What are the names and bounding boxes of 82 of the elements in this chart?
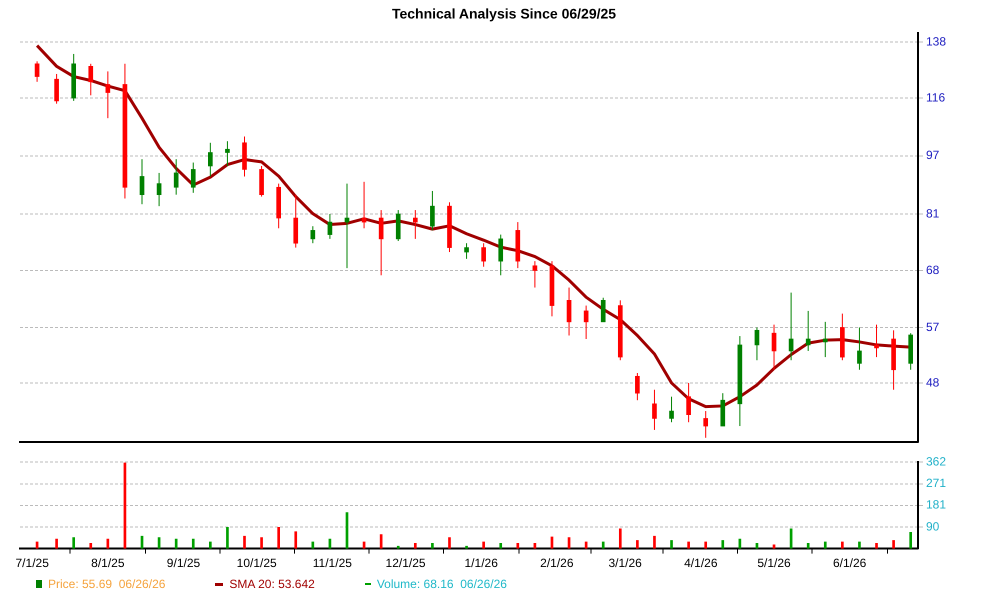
x-tick-label: 10/1/25 <box>236 556 278 570</box>
x-tick-label: 1/1/26 <box>464 556 498 570</box>
bar <box>550 536 554 549</box>
bar <box>721 540 724 549</box>
x-tick-label: 9/1/25 <box>166 556 200 570</box>
bar <box>431 543 434 549</box>
x-tick-label: 4/1/26 <box>684 556 718 570</box>
y-tick-label: 271 <box>926 476 946 490</box>
y-tick-label: 362 <box>926 454 946 469</box>
legend-label: Volume: 68.16 06/26/26 <box>376 577 507 591</box>
bar <box>465 546 468 549</box>
bar <box>636 540 639 549</box>
bar <box>670 540 673 549</box>
bar <box>482 542 485 549</box>
legend-label: SMA 20: 53.642 <box>229 577 315 591</box>
bar <box>618 528 622 549</box>
bar <box>174 538 178 549</box>
chart-title: Technical Analysis Since 06/29/25 <box>392 5 616 22</box>
x-tick-label: 3/1/26 <box>608 556 642 570</box>
y-tick-label: 97 <box>926 148 940 162</box>
bar <box>311 542 314 549</box>
x-tick-label: 5/1/26 <box>757 556 792 570</box>
bar <box>858 542 861 549</box>
bar <box>892 540 895 549</box>
bar <box>294 531 298 549</box>
x-tick-label: 11/1/25 <box>312 556 352 570</box>
bar <box>909 532 912 549</box>
bar <box>568 537 570 549</box>
bar <box>687 542 690 549</box>
bar <box>55 538 58 549</box>
x-tick-label: 12/1/25 <box>386 556 426 570</box>
y-tick-label: 57 <box>926 320 940 334</box>
legend-label: Price: 55.69 06/26/26 <box>48 577 166 591</box>
x-tick-label: 6/1/26 <box>832 556 867 570</box>
bar <box>243 536 246 549</box>
bar <box>875 543 878 549</box>
bar <box>790 528 792 549</box>
bar <box>824 542 827 549</box>
bar <box>448 537 451 549</box>
bar <box>140 536 144 549</box>
bar <box>36 542 38 549</box>
bar <box>534 543 536 549</box>
y-tick-label: 48 <box>926 375 940 390</box>
bar <box>380 534 382 549</box>
bar <box>89 543 92 549</box>
x-tick-label: 8/1/25 <box>91 556 125 570</box>
y-tick-label: 81 <box>926 206 940 220</box>
y-tick-label: 138 <box>926 34 946 48</box>
bar <box>192 538 195 549</box>
bar <box>756 543 758 549</box>
bar <box>209 542 212 549</box>
bar <box>124 462 126 549</box>
bar <box>106 538 110 549</box>
bar <box>806 543 810 549</box>
bar <box>516 543 520 549</box>
y-tick-label: 68 <box>926 262 940 277</box>
y-tick-label: 181 <box>926 498 946 512</box>
bar <box>499 543 502 549</box>
bar <box>772 544 776 549</box>
bar <box>738 538 742 549</box>
bar <box>158 537 160 549</box>
x-tick-label: 7/1/25 <box>16 556 50 570</box>
bar <box>704 542 708 549</box>
candlestick <box>874 324 879 358</box>
bar <box>841 542 844 549</box>
candlestick <box>669 396 674 423</box>
candlestick <box>362 181 366 229</box>
bar <box>362 542 366 549</box>
y-tick-label: 90 <box>926 519 940 534</box>
bar <box>328 538 332 549</box>
bar <box>226 527 229 549</box>
bar <box>72 537 76 549</box>
x-tick-label: 2/1/26 <box>540 556 574 570</box>
bar <box>260 537 263 549</box>
candlestick <box>344 183 350 269</box>
bar <box>584 542 588 549</box>
bar <box>414 543 417 549</box>
bar <box>653 536 656 549</box>
bar <box>346 512 348 549</box>
y-tick-label: 116 <box>926 90 946 104</box>
bar <box>277 527 280 549</box>
bar <box>602 542 605 549</box>
